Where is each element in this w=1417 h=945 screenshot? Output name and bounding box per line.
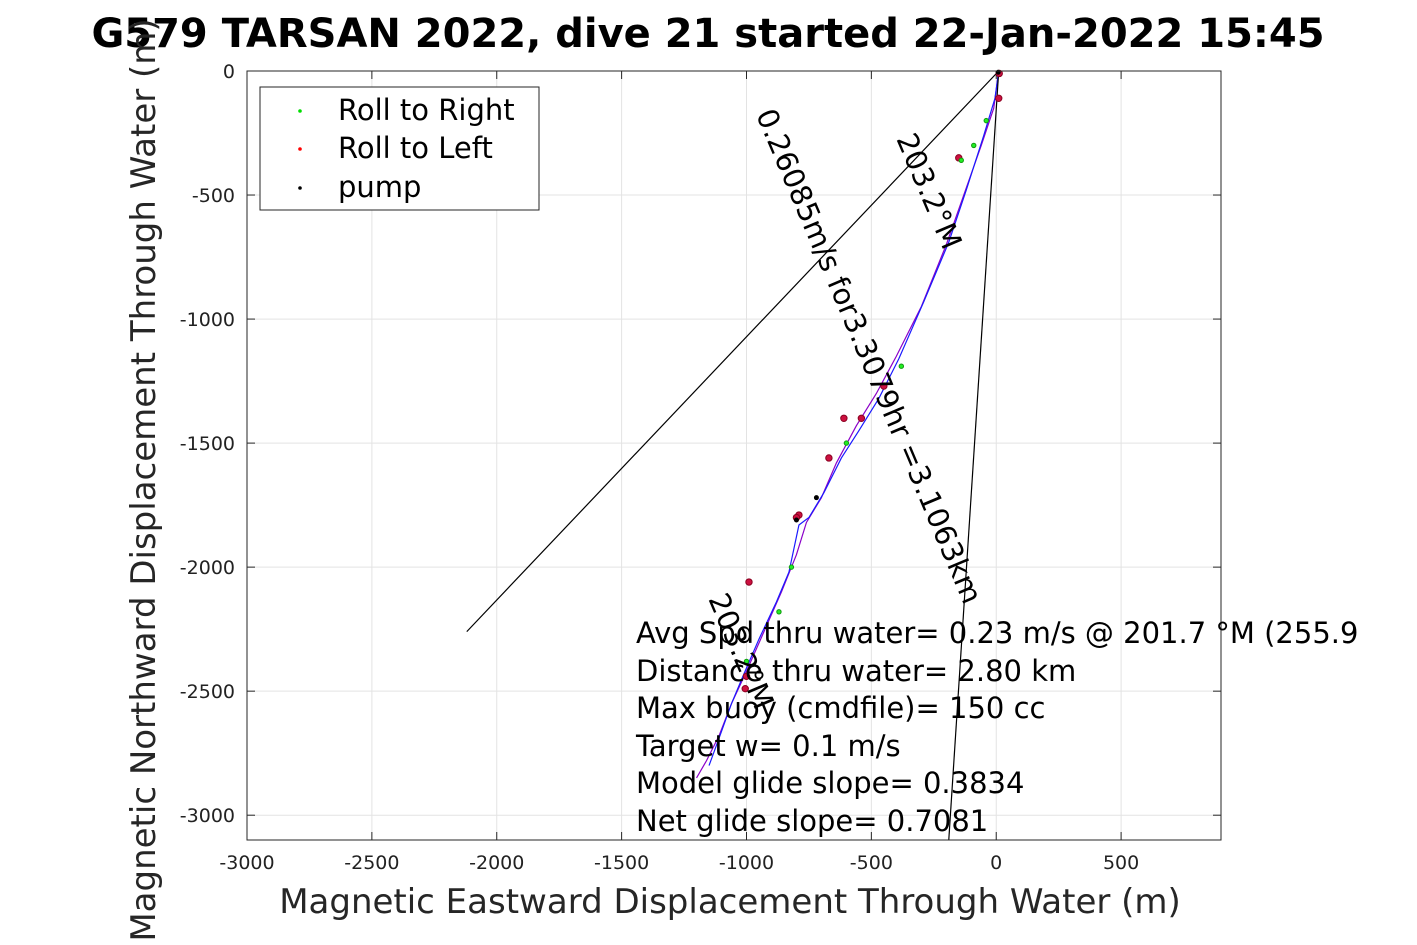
y-tick-label: 0 — [223, 61, 235, 83]
roll-left-marker — [741, 684, 749, 693]
roll-left-marker — [995, 94, 1003, 102]
info-text-block: Avg Spd thru water= 0.23 m/s @ 201.7 °M … — [635, 616, 1358, 838]
y-tick-label: -500 — [192, 185, 235, 207]
legend: Roll to Right Roll to Left pump — [259, 86, 540, 211]
heading-annotation-upper: 203.2°M — [890, 128, 969, 254]
roll-left-marker — [880, 382, 888, 390]
roll-left-marker — [840, 414, 848, 422]
roll-left-marker — [745, 578, 753, 586]
roll-left-marker — [857, 414, 866, 422]
legend-label-roll-right: Roll to Right — [338, 93, 515, 127]
series-line — [708, 70, 1000, 766]
speed-annotation: 0.26085m/s for3.3079hr =3.1063km — [749, 104, 989, 609]
x-tick-label: -1500 — [594, 852, 649, 874]
y-tick-label: -3000 — [180, 805, 235, 827]
plot-frame — [246, 70, 1222, 841]
series-layer — [466, 70, 1000, 841]
y-tick-label: -2500 — [180, 681, 235, 703]
roll-left-marker — [825, 454, 833, 462]
x-tick-label: -3000 — [219, 852, 274, 874]
x-tick-label: -500 — [850, 852, 893, 874]
legend-box — [259, 86, 540, 211]
info-line: Max buoy (cmdfile)= 150 cc — [636, 691, 1045, 725]
y-tick-label: -2000 — [180, 557, 235, 579]
x-tick-label: -2000 — [469, 852, 524, 874]
info-line: Target w= 0.1 m/s — [635, 729, 901, 763]
legend-label-roll-left: Roll to Left — [338, 131, 493, 165]
axis-ticks: -3000 -2500 -2000 -1500 -1000 -500 0 500 0 -500 -1… — [180, 61, 1221, 874]
series-line — [466, 70, 1000, 633]
roll-left-marker — [742, 672, 751, 680]
roll-right-marker — [776, 609, 782, 615]
legend-label-pump: pump — [338, 170, 421, 204]
chart-title: G579 TARSAN 2022, dive 21 started 22-Jan… — [91, 11, 1324, 57]
info-line: Avg Spd thru water= 0.23 m/s @ 201.7 °M … — [636, 616, 1358, 650]
x-axis-label: Magnetic Eastward Displacement Through W… — [279, 882, 1181, 922]
info-line: Net glide slope= 0.7081 — [636, 804, 988, 838]
roll-right-marker — [788, 564, 795, 570]
x-tick-label: -1000 — [719, 852, 774, 874]
y-tick-label: -1000 — [180, 309, 235, 331]
roll-right-marker — [898, 363, 905, 369]
pump-marker — [793, 517, 799, 523]
x-tick-label: 500 — [1103, 852, 1139, 874]
y-tick-label: -1500 — [180, 433, 235, 455]
roll-right-marker — [743, 658, 750, 665]
pump-marker — [813, 495, 819, 501]
series-line — [948, 70, 1000, 841]
legend-marker-pump — [298, 186, 302, 190]
roll-right-marker — [843, 440, 850, 446]
roll-right-marker — [971, 142, 977, 149]
info-line: Model glide slope= 0.3834 — [636, 766, 1024, 800]
info-line: Distance thru water= 2.80 km — [636, 654, 1076, 688]
y-axis-label: Magnetic Northward Displacement Through … — [124, 18, 164, 941]
legend-marker-roll-left — [298, 147, 302, 151]
grid-lines — [246, 70, 1221, 840]
marker-layer — [741, 69, 1003, 693]
roll-right-marker — [958, 157, 964, 164]
legend-marker-roll-right — [298, 109, 302, 113]
roll-right-marker — [983, 117, 989, 124]
x-tick-label: -2500 — [344, 852, 399, 874]
x-tick-label: 0 — [990, 852, 1002, 874]
